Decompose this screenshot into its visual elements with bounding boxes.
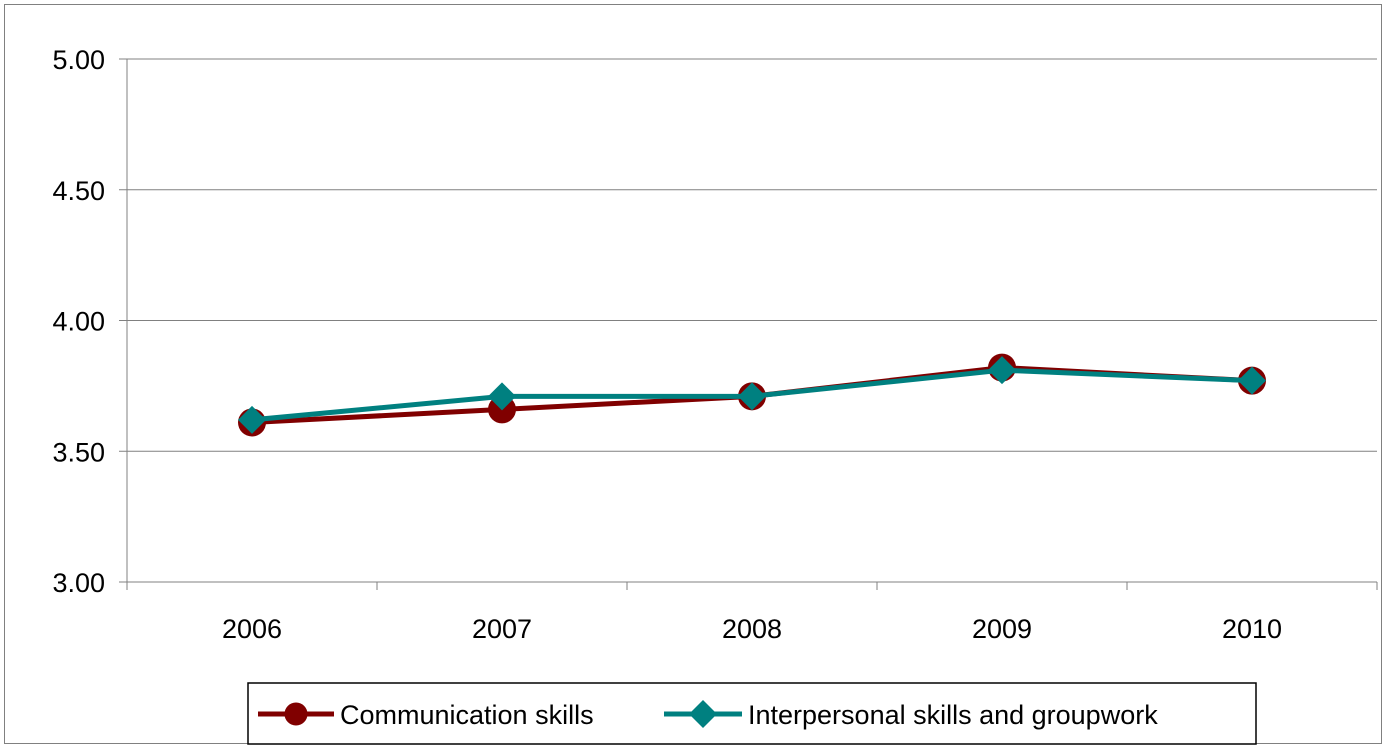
gridlines: [127, 58, 1377, 452]
x-tick-label: 2010: [1222, 614, 1282, 644]
legend-box: [247, 682, 1257, 745]
point-interpersonal: [738, 382, 766, 411]
legend-label-communication: Communication skills: [340, 700, 594, 730]
legend-marker-interpersonal: [689, 700, 717, 728]
y-tick-label: 3.00: [52, 568, 105, 598]
x-tick-label: 2006: [222, 614, 282, 644]
legend-label-interpersonal: Interpersonal skills and groupwork: [748, 700, 1158, 730]
y-tick-label: 4.50: [52, 176, 105, 206]
x-tick-label: 2009: [972, 614, 1032, 644]
y-tick-label: 4.00: [52, 307, 105, 337]
y-tick-label: 3.50: [52, 437, 105, 467]
legend-marker-communication: [284, 702, 308, 726]
point-interpersonal: [238, 405, 266, 434]
series-layer: [238, 353, 1266, 437]
legend: Communication skills Interpersonal skill…: [247, 682, 1257, 745]
y-tick-label: 5.00: [52, 45, 105, 75]
point-interpersonal: [988, 356, 1016, 385]
x-tick-label: 2008: [722, 614, 782, 644]
y-axis-ticks: 3.00 3.50 4.00 4.50 5.00: [52, 45, 127, 598]
point-interpersonal: [488, 382, 516, 411]
point-interpersonal: [1238, 366, 1266, 395]
x-axis-ticks: 2006 2007 2008 2009 2010: [126, 582, 1378, 644]
x-tick-label: 2007: [472, 614, 532, 644]
